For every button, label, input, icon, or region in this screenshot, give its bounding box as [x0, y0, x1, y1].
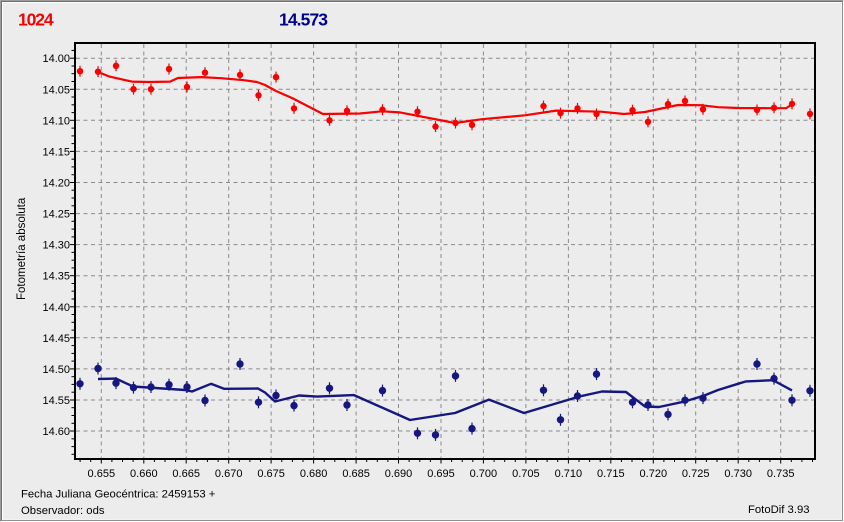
svg-text:14.25: 14.25 — [42, 209, 70, 221]
svg-text:0.700: 0.700 — [470, 468, 498, 480]
svg-text:0.675: 0.675 — [257, 468, 285, 480]
svg-text:FotoDif 3.93: FotoDif 3.93 — [748, 504, 810, 516]
svg-text:0.720: 0.720 — [640, 468, 668, 480]
svg-text:14.35: 14.35 — [42, 271, 70, 283]
svg-text:0.655: 0.655 — [88, 468, 116, 480]
svg-text:0.730: 0.730 — [724, 468, 752, 480]
svg-text:14.30: 14.30 — [42, 240, 70, 252]
svg-text:1024: 1024 — [18, 9, 54, 29]
svg-text:0.690: 0.690 — [385, 468, 413, 480]
svg-text:0.680: 0.680 — [300, 468, 328, 480]
svg-text:Fecha Juliana Geocéntrica: 245: Fecha Juliana Geocéntrica: 2459153 + — [21, 489, 216, 501]
svg-text:0.710: 0.710 — [555, 468, 583, 480]
svg-text:0.705: 0.705 — [512, 468, 540, 480]
svg-text:14.00: 14.00 — [42, 53, 70, 65]
svg-text:0.695: 0.695 — [427, 468, 455, 480]
svg-text:0.660: 0.660 — [130, 468, 158, 480]
svg-text:14.60: 14.60 — [42, 426, 70, 438]
svg-text:0.685: 0.685 — [342, 468, 370, 480]
svg-text:14.50: 14.50 — [42, 364, 70, 376]
svg-text:0.715: 0.715 — [597, 468, 625, 480]
svg-text:0.735: 0.735 — [767, 468, 795, 480]
svg-text:14.05: 14.05 — [42, 84, 70, 96]
svg-text:14.573: 14.573 — [279, 9, 328, 29]
svg-text:Fotometría absoluta: Fotometría absoluta — [16, 197, 28, 300]
svg-text:14.45: 14.45 — [42, 333, 70, 345]
svg-text:Observador: ods: Observador: ods — [21, 505, 105, 517]
svg-text:14.55: 14.55 — [42, 395, 70, 407]
svg-text:0.665: 0.665 — [172, 468, 200, 480]
svg-text:14.20: 14.20 — [42, 178, 70, 190]
svg-text:14.15: 14.15 — [42, 146, 70, 158]
svg-text:0.725: 0.725 — [682, 468, 710, 480]
svg-text:14.10: 14.10 — [42, 115, 70, 127]
svg-text:0.670: 0.670 — [215, 468, 243, 480]
svg-text:14.40: 14.40 — [42, 302, 70, 314]
